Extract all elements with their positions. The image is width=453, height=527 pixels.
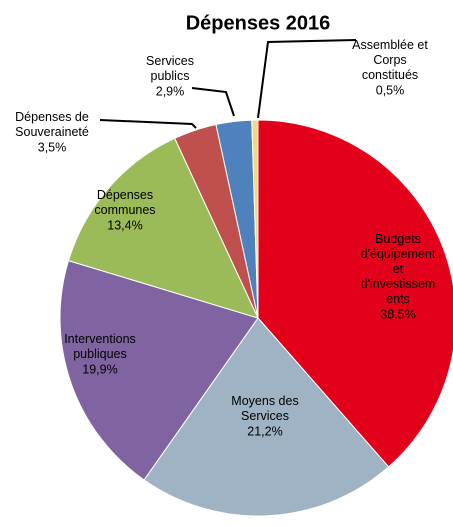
slice-label: Interventions publiques <box>64 332 136 361</box>
slice-label: Moyens des Services <box>231 394 298 423</box>
value-label: 19,9% <box>82 362 117 376</box>
pie-slice <box>143 317 390 517</box>
slice-label: Assemblée et Corps constitués <box>352 38 428 82</box>
value-label: 13,4% <box>107 218 142 232</box>
pie-slice <box>257 119 453 468</box>
value-label: 3,5% <box>38 140 67 154</box>
pie-slice <box>59 259 259 481</box>
pie-slice <box>67 137 259 319</box>
pie-slice <box>251 119 259 319</box>
slice-label: Dépenses communes <box>94 188 155 217</box>
chart-title: Dépenses 2016 <box>186 12 331 34</box>
leader-line <box>99 119 197 129</box>
value-label: 2,9% <box>156 84 185 98</box>
slice-label: Budgets d'équipement et d'investissem ents <box>361 232 436 306</box>
leader-line <box>257 39 357 119</box>
slice-label: Dépenses de Souveraineté <box>15 110 89 139</box>
leader-line <box>191 87 235 117</box>
value-label: 38,5% <box>380 307 415 321</box>
slice-label: Services publics <box>146 54 194 83</box>
value-label: 0,5% <box>376 83 405 97</box>
value-label: 21,2% <box>247 424 282 438</box>
